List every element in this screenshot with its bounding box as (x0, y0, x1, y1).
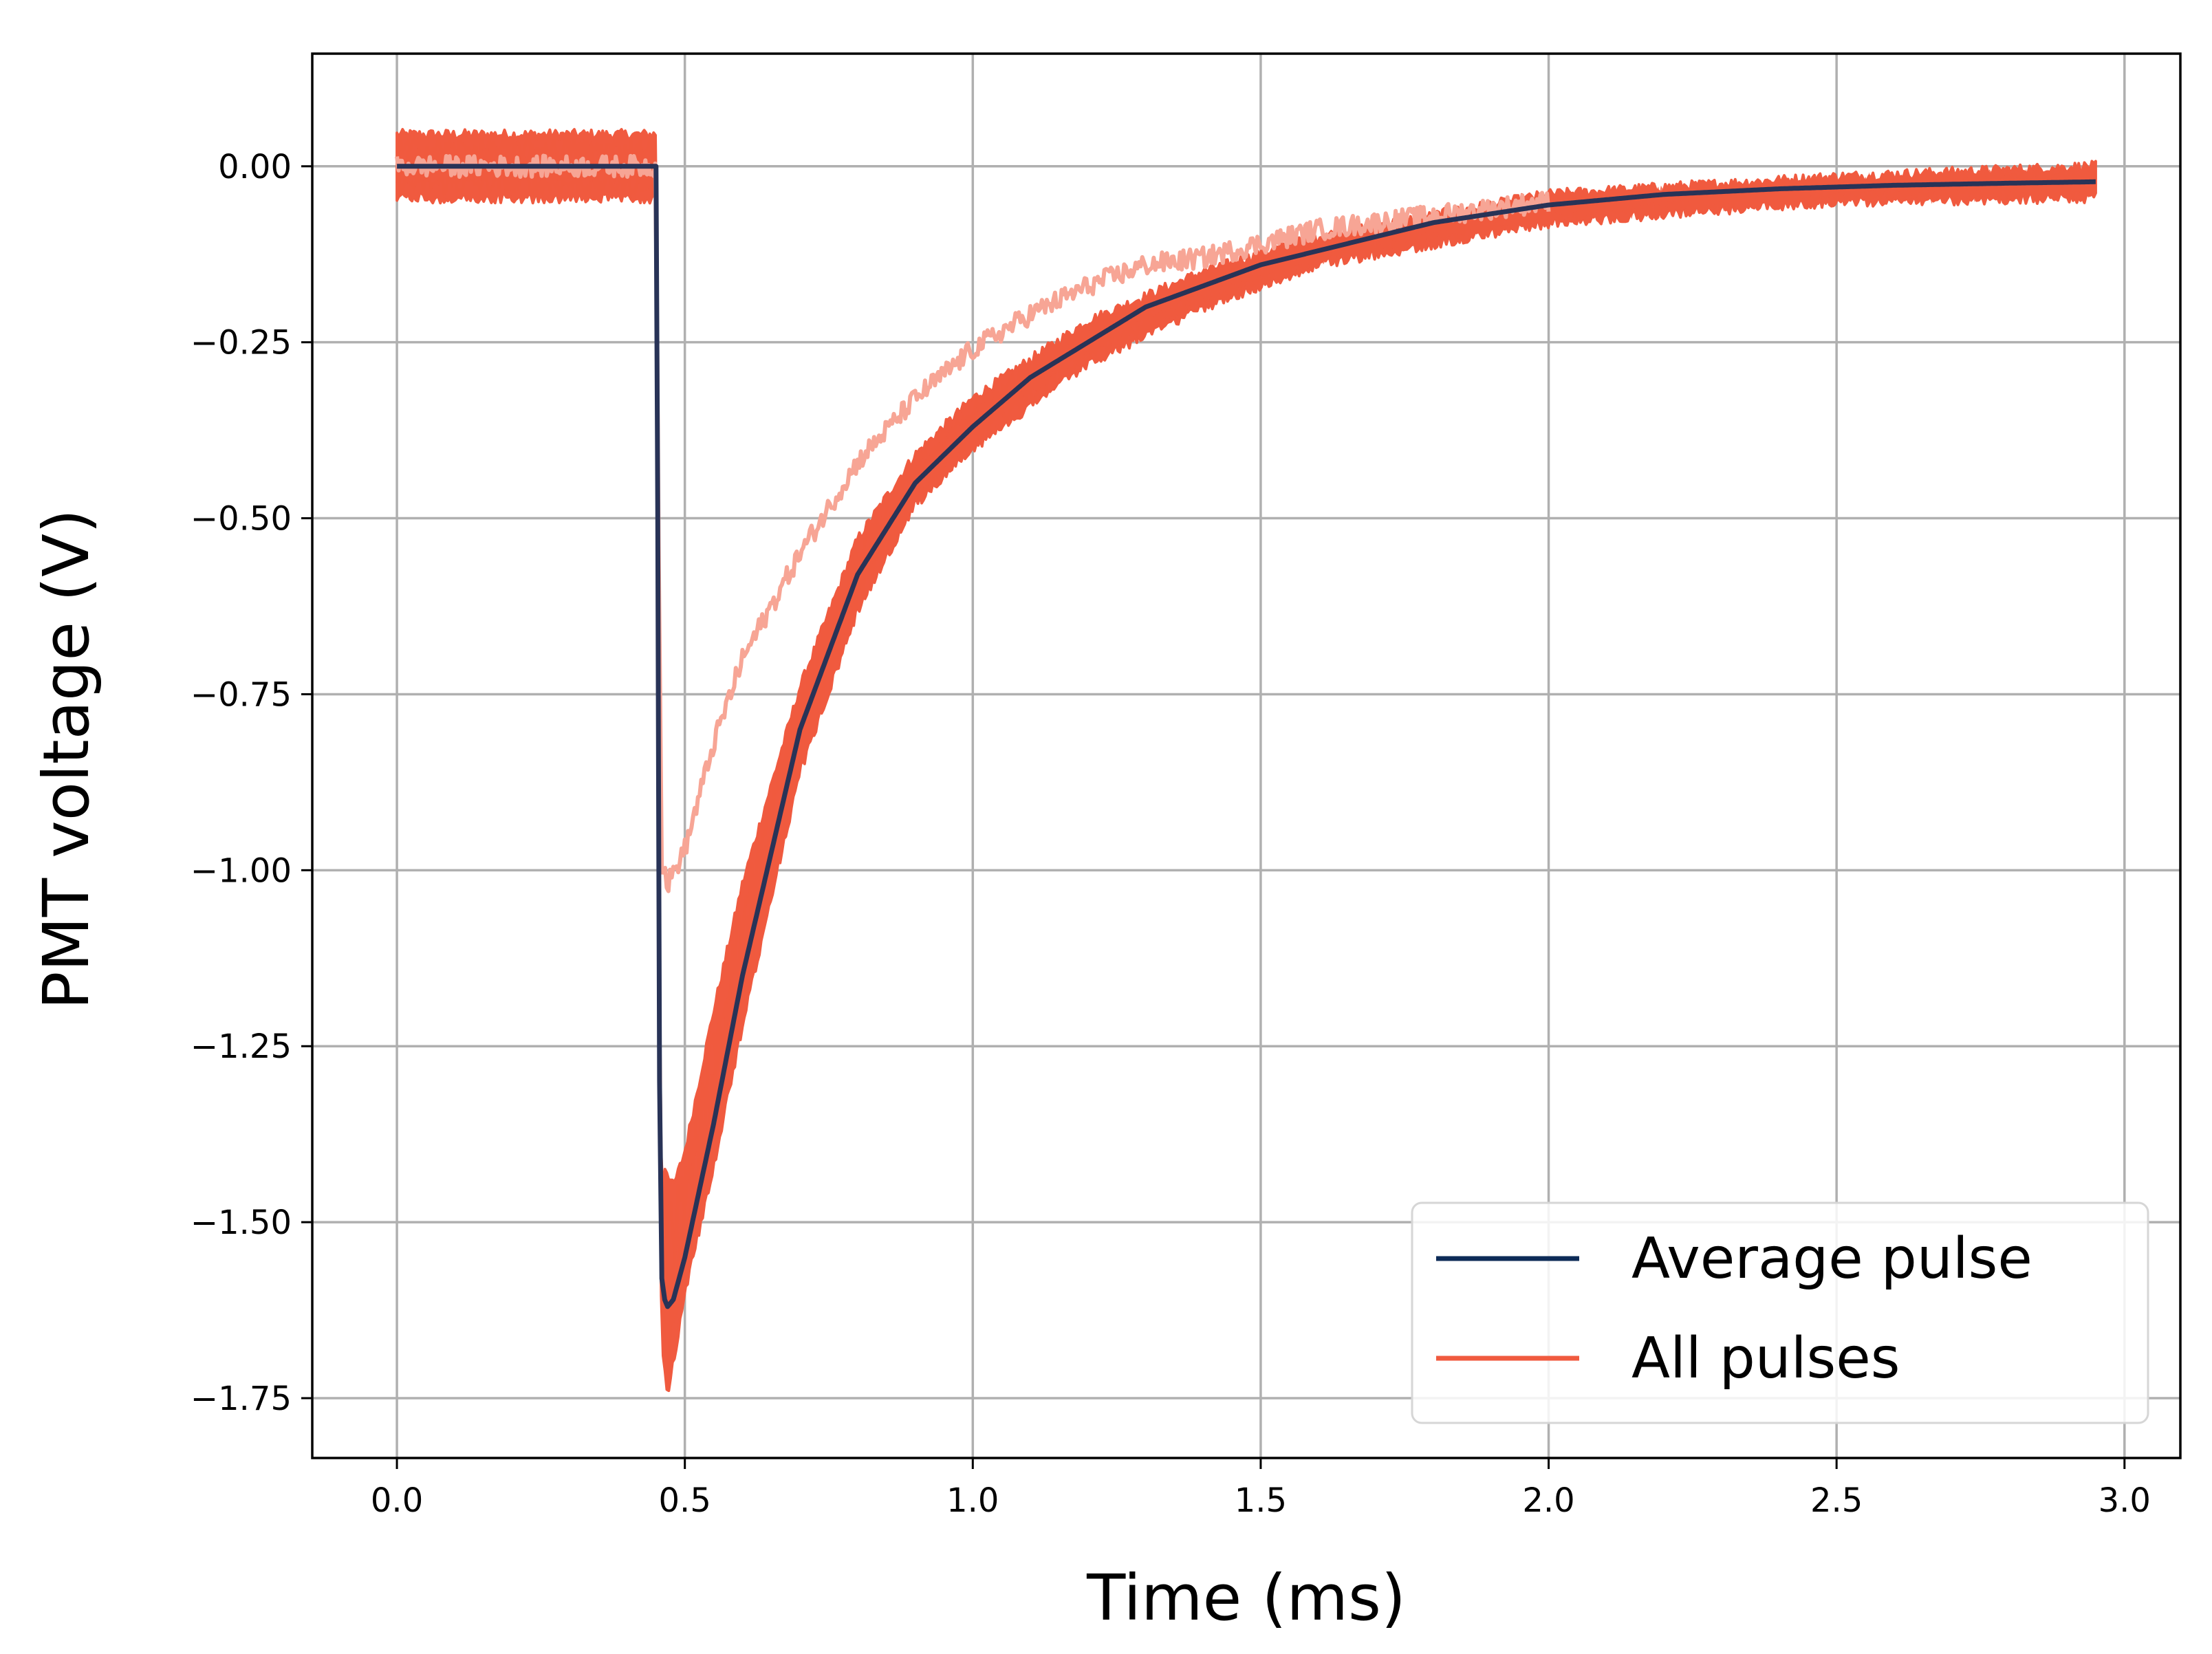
y-tick-label: 0.00 (218, 148, 292, 186)
x-axis-ticks: 0.0 0.5 1.0 1.5 2.0 2.5 3.0 (371, 1458, 2151, 1520)
legend: Average pulse All pulses (1411, 1201, 2149, 1424)
pulse-lines (395, 153, 2097, 1309)
y-tick-label: −1.50 (191, 1204, 292, 1242)
x-tick-label: 0.5 (659, 1481, 711, 1520)
x-axis-label: Time (ms) (1086, 1561, 1406, 1635)
y-axis-label: PMT voltage (V) (30, 509, 103, 1010)
x-tick-label: 2.5 (1810, 1481, 1863, 1520)
y-tick-label: −0.50 (191, 500, 292, 538)
x-tick-label: 3.0 (2099, 1481, 2151, 1520)
average-pulse-line (395, 164, 2097, 1309)
legend-box (1411, 1201, 2149, 1424)
y-tick-label: −0.75 (191, 675, 292, 714)
all-pulses-band (395, 128, 2097, 1393)
pulse-envelopes (395, 128, 2097, 1393)
legend-label-all: All pulses (1631, 1326, 1900, 1391)
x-tick-label: 1.0 (946, 1481, 999, 1520)
y-tick-label: −1.75 (191, 1380, 292, 1418)
pulse-trace (396, 134, 2097, 1253)
y-tick-label: −0.25 (191, 324, 292, 362)
x-tick-label: 0.0 (371, 1481, 423, 1520)
x-tick-label: 1.5 (1235, 1481, 1287, 1520)
legend-label-average: Average pulse (1631, 1226, 2032, 1292)
y-axis-ticks: 0.00 −0.25 −0.50 −0.75 −1.00 −1.25 −1.50 −1.75 (191, 148, 312, 1418)
plot-frame (311, 52, 2182, 1459)
y-tick-label: −1.25 (191, 1027, 292, 1066)
pulse-trace (395, 146, 2097, 1298)
outlier-pulse-line (395, 153, 1551, 893)
x-tick-label: 2.0 (1522, 1481, 1574, 1520)
y-tick-label: −1.00 (191, 851, 292, 890)
